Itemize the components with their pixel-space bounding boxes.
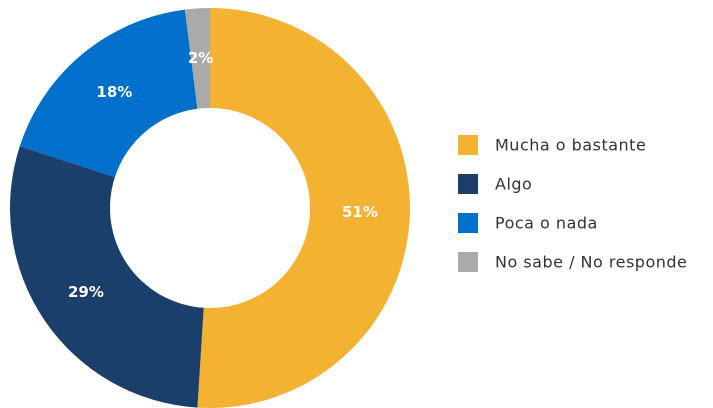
legend-swatch xyxy=(458,252,478,272)
data-label: 18% xyxy=(96,83,132,101)
legend-swatch xyxy=(458,135,478,155)
donut-segment xyxy=(184,8,210,109)
donut-segment xyxy=(197,8,411,408)
data-label: 2% xyxy=(188,49,213,67)
legend-swatch xyxy=(458,174,478,194)
legend-label: Poca o nada xyxy=(495,214,598,233)
data-label: 51% xyxy=(342,203,378,221)
donut-segment xyxy=(9,146,204,408)
legend-label: Mucha o bastante xyxy=(495,136,646,155)
legend-swatch xyxy=(458,213,478,233)
legend-label: Algo xyxy=(495,175,532,194)
donut-segment xyxy=(19,9,198,178)
data-label: 29% xyxy=(68,283,104,301)
legend-label: No sabe / No responde xyxy=(495,253,687,272)
